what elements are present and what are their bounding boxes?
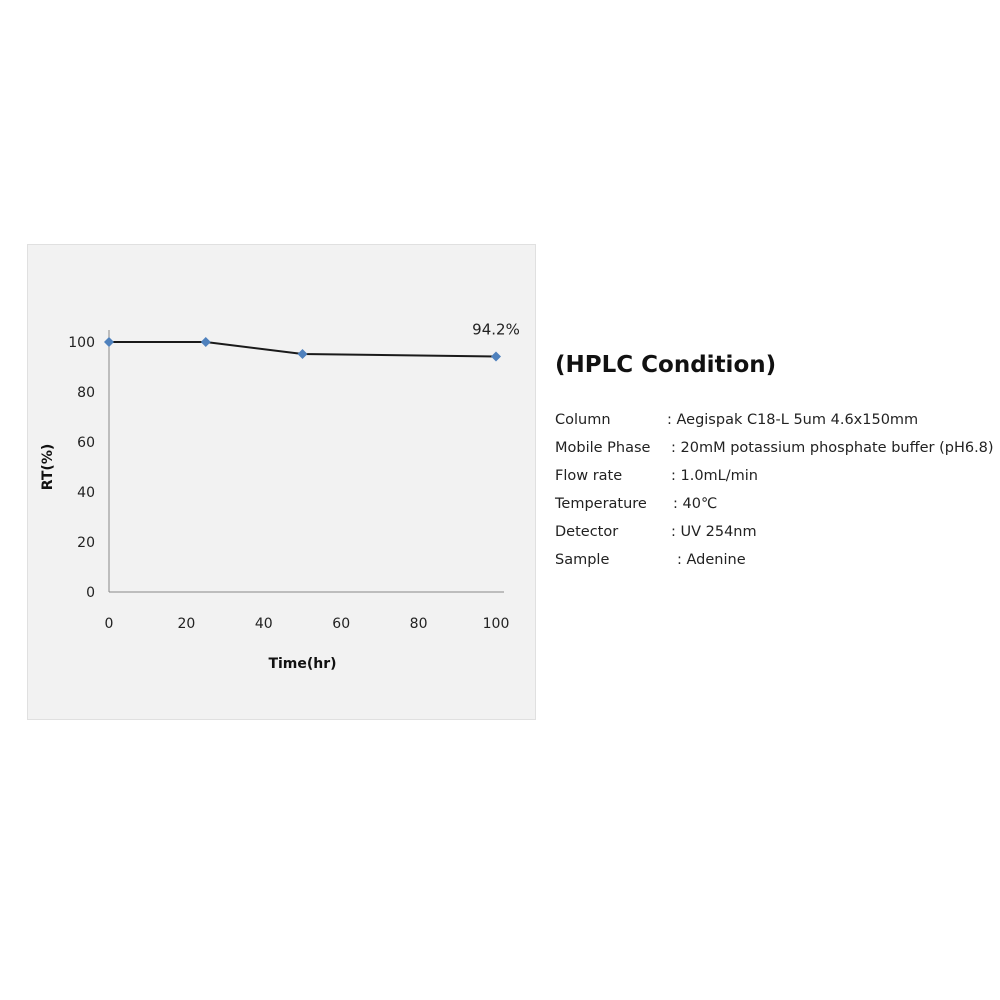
condition-value: : 40℃	[673, 496, 718, 512]
condition-value: : UV 254nm	[671, 524, 757, 540]
x-tick-label: 100	[483, 616, 510, 632]
condition-label: Column	[555, 412, 611, 428]
data-label: 94.2%	[472, 321, 520, 339]
data-point-marker	[104, 337, 114, 347]
condition-value: : Adenine	[677, 552, 746, 568]
y-tick-label: 80	[77, 385, 95, 401]
x-tick-label: 40	[255, 616, 273, 632]
x-tick-label: 80	[410, 616, 428, 632]
condition-label: Temperature	[555, 496, 647, 512]
data-point-marker	[200, 337, 211, 347]
y-tick-label: 60	[77, 435, 95, 451]
y-axis-title: RT(%)	[40, 444, 56, 491]
chart-panel: 0 20 40 60 80 100 0 20 40 60 80 100 Time(hr) RT(%) 94.…	[27, 244, 536, 720]
hplc-condition-title: (HPLC Condition)	[555, 352, 777, 378]
condition-label: Mobile Phase	[555, 440, 651, 456]
y-tick-label: 100	[68, 335, 95, 351]
data-point-marker	[297, 349, 308, 359]
x-tick-label: 60	[332, 616, 350, 632]
y-tick-label: 40	[77, 485, 95, 501]
condition-value: : 20mM potassium phosphate buffer (pH6.8…	[671, 440, 994, 456]
y-tick-label: 20	[77, 535, 95, 551]
data-point-marker	[491, 351, 501, 362]
condition-value: : Aegispak C18-L 5um 4.6x150mm	[667, 412, 919, 428]
y-tick-label: 0	[86, 585, 95, 601]
x-tick-label: 20	[177, 616, 195, 632]
condition-value: : 1.0mL/min	[671, 468, 758, 484]
condition-label: Detector	[555, 524, 619, 540]
line-chart: 0 20 40 60 80 100 0 20 40 60 80 100 Time(hr) RT(%) 94.…	[40, 321, 520, 673]
condition-label: Flow rate	[555, 468, 623, 484]
condition-label: Sample	[555, 552, 610, 568]
x-tick-label: 0	[105, 616, 114, 632]
series-line	[109, 341, 497, 358]
x-axis-title: Time(hr)	[268, 656, 336, 672]
